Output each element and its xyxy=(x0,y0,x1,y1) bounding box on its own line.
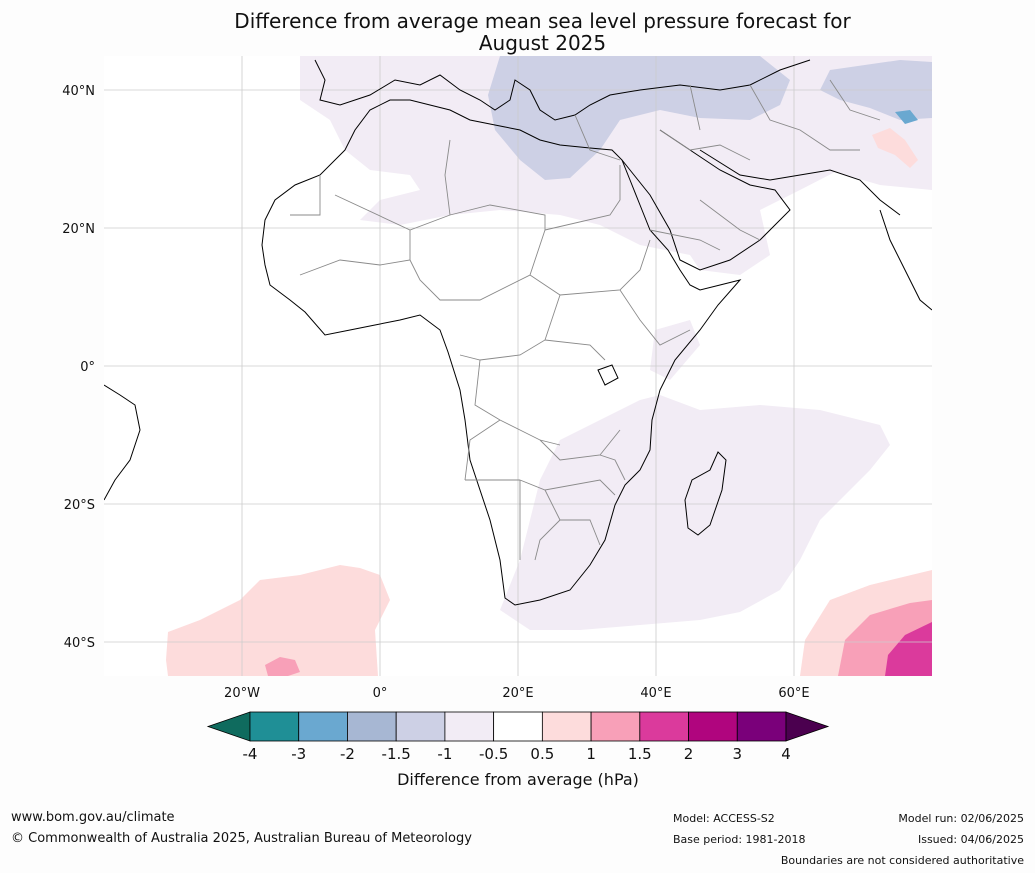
colorbar-extend-high xyxy=(785,711,830,742)
coastline-india xyxy=(879,209,932,311)
anomaly-area-minus-1-med xyxy=(488,56,790,180)
colorbar-tick-label: -4 xyxy=(243,745,258,763)
country-borders xyxy=(290,79,881,561)
coastline-lake-victoria xyxy=(597,364,619,386)
anomaly-area-plus-0-5-atlantic xyxy=(166,565,390,676)
anomaly-area-plus-1-5-indian xyxy=(885,622,932,676)
lon-label-0: 0° xyxy=(373,686,388,701)
anomaly-area-plus-1-atlantic xyxy=(265,657,300,676)
colorbar-tick-label: 1 xyxy=(586,745,596,763)
coastline-madagascar xyxy=(684,451,727,536)
colorbar-bin xyxy=(688,711,738,742)
colorbar-bin xyxy=(444,711,495,742)
colorbar: -4 -3 -2 -1.5 -1 -0.5 0.5 1 1.5 2 3 4 xyxy=(206,711,830,763)
colorbar-extend-low xyxy=(206,711,251,742)
lon-label-20w: 20°W xyxy=(224,686,260,701)
colorbar-tick-label: -3 xyxy=(291,745,306,763)
coastline-europe xyxy=(314,59,811,121)
map-title: Difference from average mean sea level p… xyxy=(0,10,1035,54)
anomaly-shading xyxy=(166,56,932,676)
gridlines xyxy=(104,56,932,676)
colorbar-bin xyxy=(347,711,397,742)
colorbar-bin xyxy=(590,711,641,742)
colorbar-bin xyxy=(249,711,300,742)
colorbar-tick-label: -1.5 xyxy=(382,745,411,763)
footer-base-period: Base period: 1981-2018 xyxy=(673,833,806,846)
colorbar-bin xyxy=(298,711,348,742)
colorbar-bin xyxy=(639,711,689,742)
footer-issued: Issued: 04/06/2025 xyxy=(917,833,1024,846)
colorbar-bin xyxy=(736,711,787,742)
colorbar-tick-label: 4 xyxy=(781,745,791,763)
colorbar-tick-label: -1 xyxy=(437,745,452,763)
colorbar-tick-label: 2 xyxy=(684,745,694,763)
coastline-africa xyxy=(261,99,742,606)
lon-label-20e: 20°E xyxy=(502,686,533,701)
map-title-line2: August 2025 xyxy=(478,31,607,55)
footer-url[interactable]: www.bom.gov.au/climate xyxy=(11,810,175,825)
coastline-iran xyxy=(699,149,901,216)
colorbar-tick-label: -2 xyxy=(340,745,355,763)
colorbar-tick-label: -0.5 xyxy=(479,745,508,763)
anomaly-area-minus-0-5-east xyxy=(650,320,700,380)
lat-label-0: 0° xyxy=(80,360,95,375)
anomaly-area-minus-0-5-north xyxy=(300,56,932,275)
coastlines xyxy=(104,59,932,606)
lat-label-40n: 40°N xyxy=(62,84,95,99)
footer-disclaimer: Boundaries are not considered authoritat… xyxy=(780,854,1024,867)
lon-label-40e: 40°E xyxy=(640,686,671,701)
latitude-labels: 40°N 20°N 0° 20°S 40°S xyxy=(62,84,95,651)
map-panel xyxy=(104,56,932,676)
colorbar-bin xyxy=(541,711,592,742)
lat-label-40s: 40°S xyxy=(64,636,95,651)
anomaly-area-minus-1-5-spot xyxy=(895,110,918,124)
colorbar-tick-label: 1.5 xyxy=(628,745,652,763)
anomaly-area-plus-0-5-asia xyxy=(872,128,918,168)
colorbar-tick-label: 3 xyxy=(732,745,742,763)
footer-copyright: © Commonwealth of Australia 2025, Austra… xyxy=(11,831,472,846)
footer-model-run: Model run: 02/06/2025 xyxy=(898,812,1024,825)
lon-label-60e: 60°E xyxy=(778,686,809,701)
map-title-line1: Difference from average mean sea level p… xyxy=(234,9,851,33)
lat-label-20s: 20°S xyxy=(64,498,95,513)
colorbar-tick-label: 0.5 xyxy=(530,745,554,763)
colorbar-bin xyxy=(493,711,543,742)
footer-model: Model: ACCESS-S2 xyxy=(673,812,775,825)
lat-label-20n: 20°N xyxy=(62,222,95,237)
colorbar-title: Difference from average (hPa) xyxy=(397,770,639,789)
longitude-labels: 20°W 0° 20°E 40°E 60°E xyxy=(224,686,810,701)
coastline-south-america xyxy=(104,384,141,501)
anomaly-area-minus-0-5-south xyxy=(500,395,890,630)
colorbar-bin xyxy=(395,711,446,742)
